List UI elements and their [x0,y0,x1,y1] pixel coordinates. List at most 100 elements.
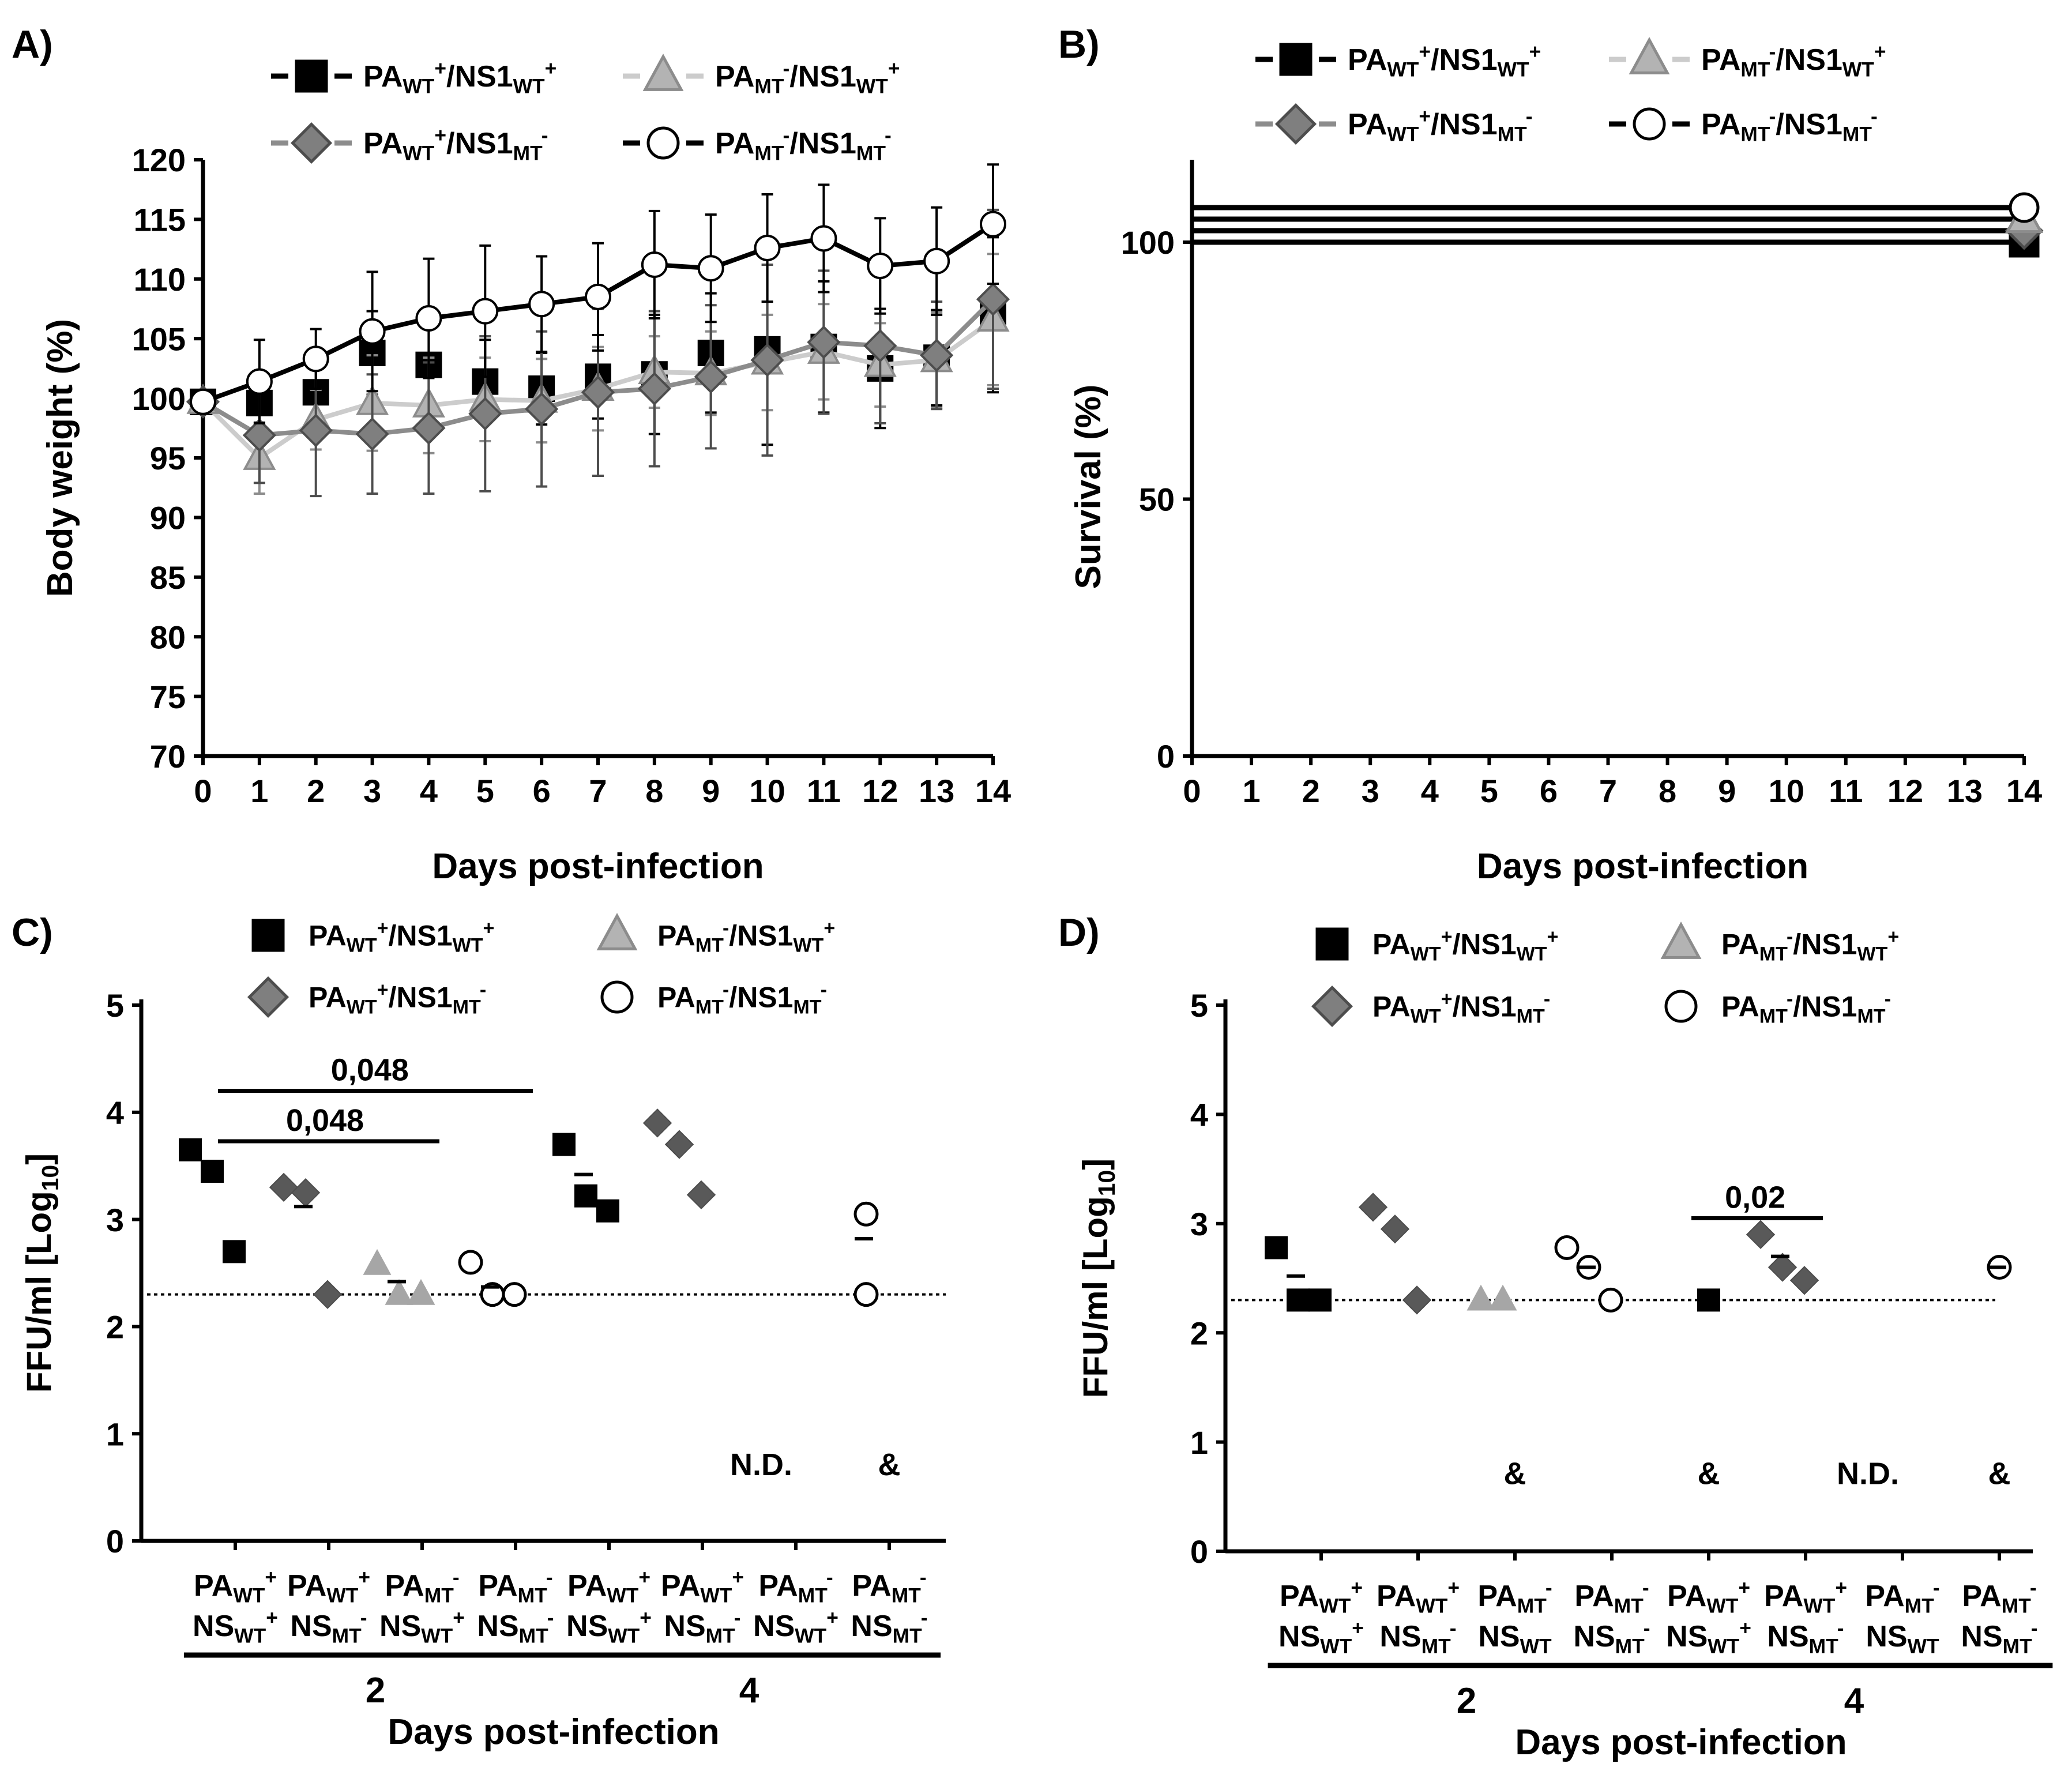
text-run: MT [1422,1635,1451,1657]
text-run: MT [754,76,784,98]
text-run: - [1871,105,1878,127]
text-run: WT [1387,123,1419,146]
legend-label: PAMT-/NS1WT+ [715,57,900,97]
legend-marker-square [1315,927,1349,961]
text-run: - [1526,105,1533,127]
text-run: MT [695,997,724,1018]
y-tick-label: 3 [1190,1206,1208,1242]
x-tick-label: 14 [975,773,1011,809]
y-tick-label: 95 [150,440,186,476]
legend-label: PAMT-/NS1WT+ [1721,926,1899,965]
data-point [179,1138,202,1161]
text-run: MT [453,997,481,1018]
text-run: WT [700,1584,732,1607]
text-run: WT [1320,1635,1352,1657]
text-run: + [358,1566,370,1589]
y-tick-label: 120 [132,142,186,178]
text-run: PA [363,60,403,93]
text-run: - [546,1566,553,1589]
data-point [863,329,897,363]
category-3: PAMT-NSMT- [1554,1235,1650,1657]
legend-label: PAMT-/NS1MT- [657,979,827,1018]
day-group-label: 2 [366,1671,385,1710]
legend-label: PAWT+/NS1MT- [309,979,486,1018]
category-5: PAWT+NSMT- [642,1108,744,1647]
category-7: &PAMT-NSMT- [851,1201,928,1647]
text-run: - [1787,988,1793,1010]
data-point [596,1199,619,1223]
text-run: + [1739,1617,1751,1640]
x-tick-label: 12 [862,773,898,809]
text-run: - [734,1607,741,1629]
text-run: WT [856,76,888,98]
data-point [1768,1253,1798,1282]
y-axis-title: FFU/ml [Log10] [20,1153,63,1393]
legend-label: PAWT+/NS1MT- [1348,105,1533,145]
category-label-line2: NSMT- [477,1607,554,1647]
text-run: /NS1 [388,920,452,952]
text-run: WT [607,1584,638,1607]
text-run: - [1545,1577,1552,1599]
text-run: WT [347,997,377,1018]
category-label-line1: PAMT- [852,1566,926,1607]
text-run: PA [1348,108,1387,141]
category-note: & [1988,1457,2011,1491]
category-0: PAWT+NSWT+ [1265,1236,1364,1657]
text-run: /NS1 [446,127,513,160]
text-run: PA [1377,1580,1416,1613]
y-tick-label: 75 [150,679,186,715]
legend-entry-mtwt: PAMT-/NS1WT+ [623,53,900,98]
text-run: /NS1 [1776,43,1842,77]
x-tick-label: 10 [749,773,785,809]
text-run: PA [309,920,347,952]
text-run: MT [1498,123,1527,146]
data-point [1358,1193,1388,1222]
x-tick-label: 0 [1183,773,1201,809]
x-tick-label: 13 [1947,773,1983,809]
legend-marker-square [295,59,328,93]
text-run: WT [793,935,823,957]
x-tick-label: 3 [363,773,381,809]
text-run: WT [1416,1595,1447,1617]
text-run: WT [608,1625,640,1647]
panel-label: D) [1058,911,1100,954]
text-run: MT [424,1584,454,1607]
text-run: WT [326,1584,358,1607]
legend-marker-square [251,919,285,952]
legend-entry-mtmt: PAMT-/NS1MT- [1609,105,1878,146]
data-point [552,1133,576,1156]
data-point [1287,1288,1310,1312]
text-run: NS [1573,1620,1615,1653]
text-run: MT [793,997,821,1018]
text-run: - [1837,1617,1844,1640]
text-run: + [1547,926,1559,948]
text-run: PA [1865,1580,1904,1613]
legend-entry-wtwt: PAWT+/NS1WT+ [251,918,495,957]
y-tick-label: 5 [106,987,124,1024]
text-run: + [1441,926,1453,948]
data-point [313,1280,343,1309]
text-run: PA [1764,1580,1803,1613]
text-run: - [1544,988,1550,1010]
legend-label: PAWT+/NS1WT+ [1372,926,1558,965]
panel-b: B) PAWT+/NS1WT+ PAMT-/NS1WT+PAWT+/NS1MT- PA… [1058,22,2044,886]
text-run: PA [1574,1580,1614,1613]
text-run: PA [1372,928,1411,961]
data-point [299,413,333,448]
data-point [359,318,386,345]
series-mtmt [190,163,1006,425]
y-tick-label: 3 [106,1202,124,1238]
text-run: MT [798,1584,828,1607]
text-run: + [265,1566,277,1589]
text-run: - [1885,988,1891,1010]
text-run: NS [1961,1620,2002,1653]
category-label-line1: PAMT- [1477,1577,1552,1617]
text-run: PA [715,127,754,160]
category-4: PAWT+NSWT+ [552,1133,652,1647]
text-run: + [483,918,495,939]
text-run: NS [1278,1620,1320,1653]
data-point [642,1108,672,1138]
x-tick-label: 4 [1421,773,1439,809]
text-run: /NS1 [729,920,793,952]
